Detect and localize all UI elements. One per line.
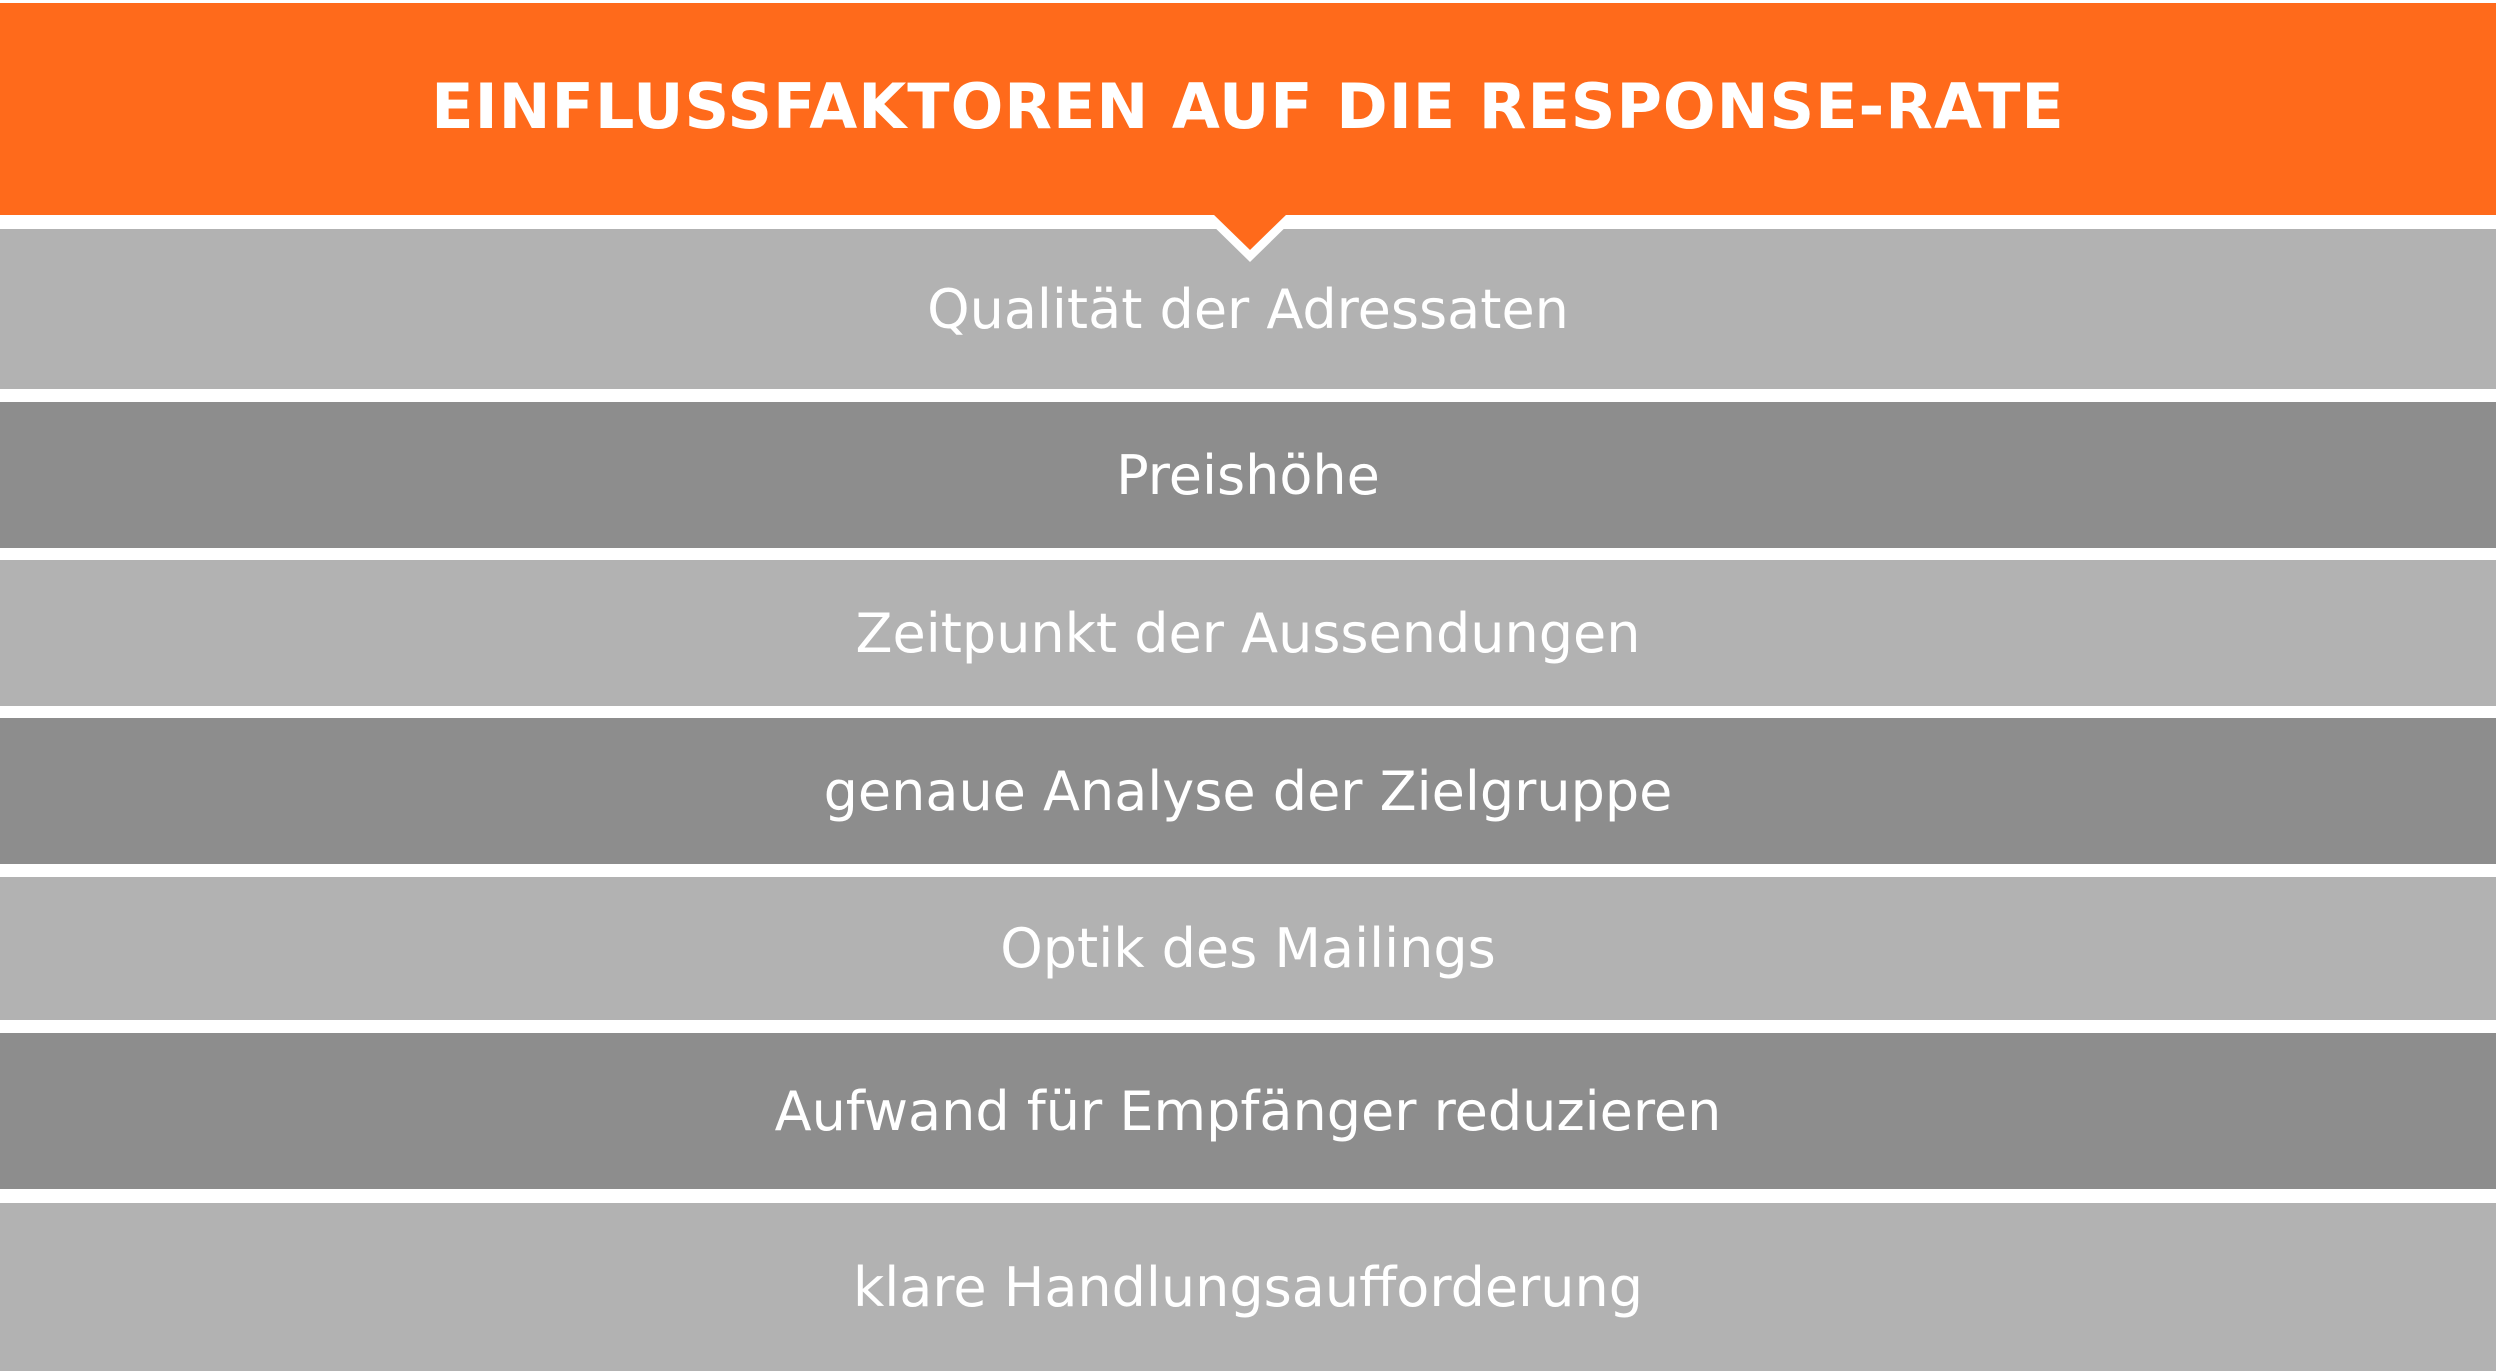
factor-label-3: Zeitpunkt der Aussendungen [855, 601, 1641, 665]
diagram-title: EINFLUSSFAKTOREN AUF DIE RESPONSE-RATE [431, 69, 2065, 143]
factor-bar-6: Aufwand für Empfänger reduzieren [0, 1033, 2496, 1189]
factor-label-7: klare Handlungsaufforderung [852, 1255, 1644, 1319]
factor-bar-5: Optik des Mailings [0, 877, 2496, 1020]
factor-bar-1: Qualität der Adressaten [0, 229, 2496, 389]
factor-bar-4: genaue Analyse der Zielgruppe [0, 718, 2496, 864]
factor-label-6: Aufwand für Empfänger reduzieren [774, 1079, 1722, 1143]
factor-label-1: Qualität der Adressaten [927, 277, 1569, 341]
factor-label-4: genaue Analyse der Zielgruppe [823, 759, 1673, 823]
title-banner: EINFLUSSFAKTOREN AUF DIE RESPONSE-RATE [0, 3, 2496, 215]
factor-label-2: Preishöhe [1116, 443, 1380, 507]
factor-bar-2: Preishöhe [0, 402, 2496, 548]
factor-label-5: Optik des Mailings [1000, 917, 1496, 980]
factor-bar-7: klare Handlungsaufforderung [0, 1203, 2496, 1371]
factor-bar-3: Zeitpunkt der Aussendungen [0, 560, 2496, 706]
